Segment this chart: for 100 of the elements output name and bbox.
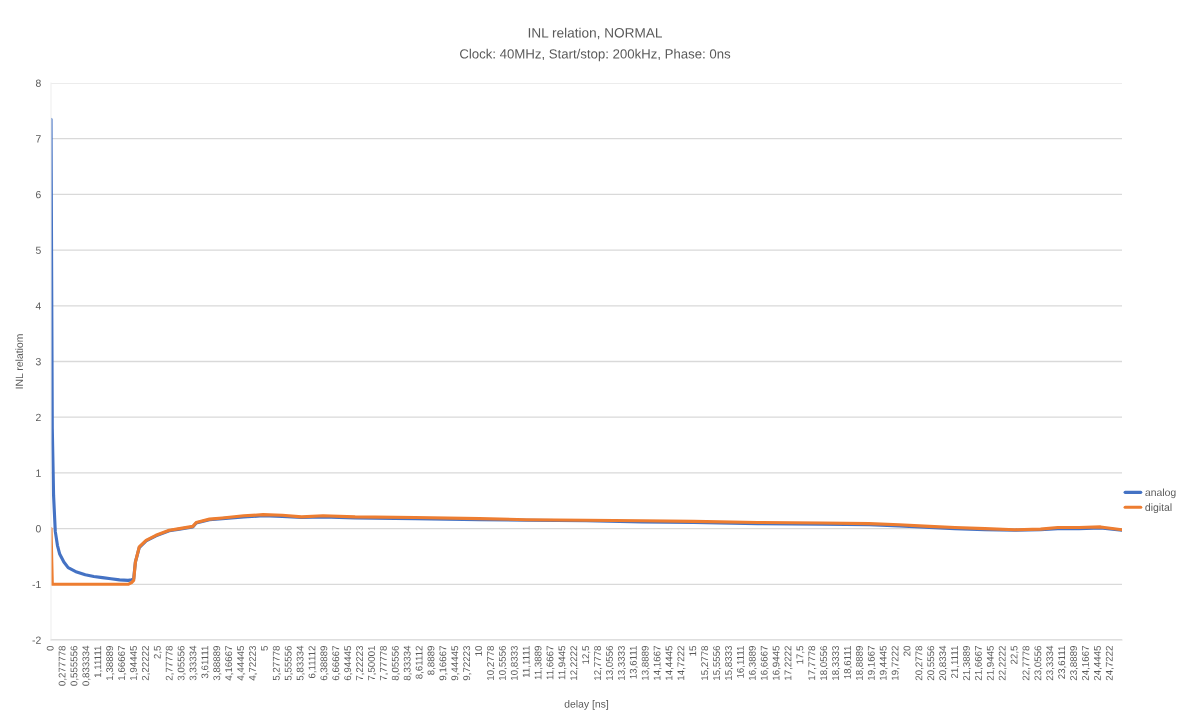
x-tick-label: 2,5 [153,645,162,659]
x-tick-label: 2,77778 [165,645,174,681]
x-tick-label: 15,8333 [725,645,734,680]
x-tick-label: 24,4445 [1093,645,1102,681]
x-tick-label: 1,94445 [130,645,139,680]
x-tick-label: 24,7222 [1105,646,1114,681]
x-tick-label: 4,72223 [249,645,258,681]
x-tick-label: 10 [475,645,483,656]
x-tick-label: 3,05556 [177,645,186,681]
x-tick-label: 22,7778 [1022,645,1031,681]
x-tick-label: 8,61112 [415,646,424,679]
x-tick-label: 0 [46,645,54,651]
x-tick-label: 10,8333 [510,645,519,680]
x-tick-label: 10,5556 [498,645,507,680]
x-tick-label: 15,2778 [701,645,710,680]
x-tick-label: 18,0556 [820,645,829,680]
x-tick-label: 11,6667 [546,646,555,680]
x-tick-label: 7,22223 [356,645,365,681]
y-tick-label: 5 [35,246,41,254]
x-tick-label: 8,33334 [403,645,412,681]
chart-subtitle: Clock: 40MHz, Start/stop: 200kHz, Phase: 0ns [460,48,731,62]
x-tick-label: 20,8334 [939,645,948,681]
x-tick-label: 22,2222 [998,646,1007,681]
x-tick-label: 23,3334 [1046,645,1055,681]
x-tick-label: 7,50001 [368,646,377,681]
y-tick-label: 1 [36,469,41,477]
x-tick-label: 1,11111 [94,646,103,678]
x-tick-label: 13,0556 [606,645,615,680]
x-tick-label: 1,66667 [118,646,127,680]
y-axis-title: INL relatiom [15,334,24,389]
x-tick-label: 14,7222 [677,646,686,680]
x-tick-label: 17,2222 [784,646,793,680]
y-tick-label: 4 [35,302,41,310]
x-tick-label: 9,72223 [463,645,472,681]
x-tick-label: 2,22222 [141,646,150,681]
x-tick-label: 12,5 [582,645,591,664]
x-tick-label: 23,6111 [1058,646,1067,679]
x-tick-label: 21,9445 [986,645,995,681]
x-tick-label: 23,8889 [1070,646,1079,681]
x-tick-label: 15 [689,645,697,656]
x-tick-label: 17,7778 [808,645,817,680]
x-tick-label: 8,8889 [427,646,436,675]
line-series [51,513,1122,586]
x-tick-label: 16,6667 [760,646,769,680]
x-tick-label: 6,38889 [320,646,329,681]
y-tick-label: 8 [35,79,41,87]
x-tick-label: 11,9445 [558,645,567,680]
x-tick-label: 19,1667 [867,646,876,680]
x-tick-label: 17,5 [796,645,805,664]
x-tick-label: 15,5556 [713,645,722,680]
y-tick-label: 6 [36,190,41,199]
x-tick-label: 3,61111 [201,646,210,679]
x-tick-label: 18,8889 [855,646,864,680]
x-tick-label: 5,55556 [284,645,293,681]
x-tick-label: 21,6667 [974,646,983,681]
x-tick-label: 5,83334 [296,645,305,681]
y-tick-label: -2 [32,636,41,644]
x-tick-label: 4,44445 [237,645,246,681]
x-tick-label: 21,3889 [963,646,972,681]
x-tick-label: 20,2778 [915,645,924,681]
x-tick-label: 9,44445 [451,645,460,681]
x-tick-label: 16,9445 [772,645,781,680]
x-tick-label: 7,77778 [379,645,388,681]
x-tick-label: 3,88889 [213,646,222,681]
x-tick-label: 19,7222 [891,646,900,680]
x-tick-label: 6,11112 [308,646,317,679]
x-tick-label: 5 [261,645,268,651]
x-tick-label: 11,1111 [522,646,531,678]
y-tick-label: -1 [32,580,41,589]
x-tick-label: 22,5 [1010,645,1019,664]
y-tick-label: 3 [35,358,41,366]
x-tick-label: 23,0556 [1034,645,1043,681]
x-axis-title: delay [ns] [564,699,609,710]
x-tick-label: 10,2778 [487,645,496,680]
x-tick-label: 24,1667 [1082,646,1091,681]
x-tick-label: 9,16667 [439,646,448,681]
x-tick-label: 16,3889 [748,646,757,680]
x-tick-label: 0,555556 [70,645,79,686]
x-tick-label: 19,4445 [879,645,888,680]
legend-label: analog [1145,488,1176,499]
x-tick-label: 13,6111 [629,646,638,679]
x-tick-label: 13,8889 [641,646,650,680]
x-tick-label: 6,94445 [344,645,353,681]
x-tick-label: 11,3889 [534,646,543,680]
y-tick-label: 2 [36,413,41,421]
y-tick-label: 7 [36,135,41,143]
x-tick-label: 16,1111 [736,646,745,678]
x-tick-label: 14,4445 [665,645,674,680]
x-tick-label: 20,5556 [927,645,936,681]
x-tick-label: 21,1111 [951,646,960,679]
x-tick-label: 18,6111 [844,646,853,679]
x-tick-label: 18,3333 [832,645,841,680]
x-tick-label: 13,3333 [617,645,626,680]
x-tick-label: 6,66667 [332,646,341,681]
x-tick-label: 1,38889 [106,646,115,680]
x-tick-label: 14,1667 [653,646,662,680]
x-tick-label: 3,33334 [189,645,198,681]
x-tick-label: 5,27778 [272,645,281,681]
chart-title: INL relation, NORMAL [528,27,662,40]
legend-label: digital [1145,503,1172,514]
